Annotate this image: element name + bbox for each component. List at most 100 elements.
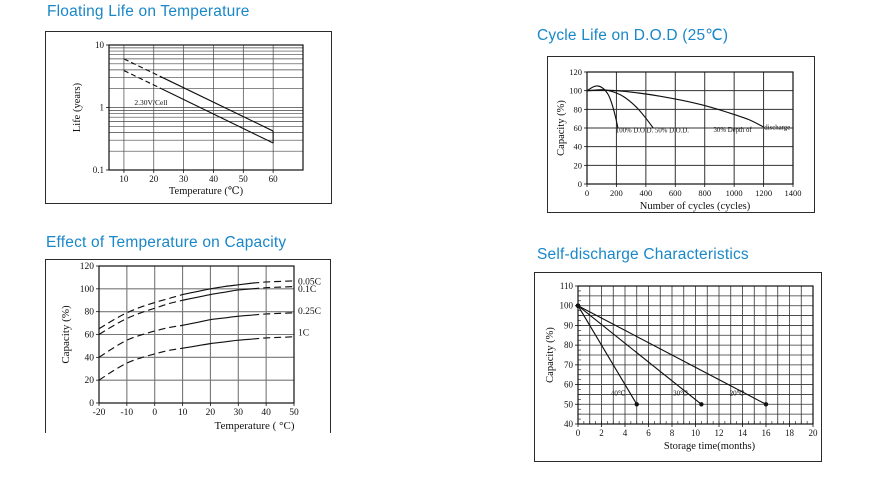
x-axis-label: Temperature (℃) xyxy=(169,186,244,197)
chart-title-cycle-life: Cycle Life on D.O.D (25℃) xyxy=(537,27,729,44)
y-axis-label: Capacity (%) xyxy=(556,100,567,156)
chart-box-self-discharge: 0 2 4 6 8 10 12 14 16 18 20 40 50 60 70 80 90 100 110 Stora… xyxy=(534,272,822,462)
x-tick-label: 400 xyxy=(639,188,652,198)
y-tick-label: 1 xyxy=(100,103,105,113)
y-tick-label: 10 xyxy=(95,40,105,50)
annotation: discharge xyxy=(764,124,790,131)
y-tick-label: 70 xyxy=(564,360,574,370)
series-line xyxy=(252,280,295,284)
series-line xyxy=(159,75,274,132)
series-line xyxy=(182,288,253,301)
series-line xyxy=(586,85,619,129)
y-tick-label: 40 xyxy=(85,353,95,363)
y-tick-label: 20 xyxy=(85,376,95,386)
annotation: 2.30V/Cell xyxy=(134,98,167,107)
y-tick-label: 90 xyxy=(564,320,574,330)
y-tick-label: 110 xyxy=(560,281,574,291)
curve-label: 0.25C xyxy=(298,307,321,317)
series-line xyxy=(98,299,183,335)
y-tick-label: 80 xyxy=(564,340,574,350)
x-tick-label: 0 xyxy=(576,428,581,438)
series-line xyxy=(98,324,183,358)
y-tick-label: 40 xyxy=(564,419,574,429)
y-tick-label: 120 xyxy=(569,67,582,77)
cycle-life-plot: 0 200 400 600 800 1000 1200 1400 0 20 40 60 80 100 120… xyxy=(556,67,802,212)
chart-title-temperature-capacity: Effect of Temperature on Capacity xyxy=(46,234,287,251)
series-line xyxy=(586,89,764,128)
x-tick-label: 0 xyxy=(585,188,589,198)
series-marker xyxy=(763,402,769,407)
y-axis-label: Capacity (%) xyxy=(545,327,556,383)
x-tick-label: 200 xyxy=(610,188,623,198)
x-tick-label: 16 xyxy=(762,428,772,438)
x-tick-label: 600 xyxy=(669,188,682,198)
x-tick-label: 10 xyxy=(119,174,129,184)
y-tick-label: 50 xyxy=(564,399,574,409)
annotation: 50% D.O.D. xyxy=(655,128,689,135)
annotation: 40℃ xyxy=(611,389,626,397)
series-line xyxy=(123,58,160,77)
x-tick-label: 1000 xyxy=(726,188,743,198)
annotation: 20℃ xyxy=(730,389,745,397)
x-tick-label: 60 xyxy=(269,174,279,184)
x-tick-label: 14 xyxy=(738,428,748,438)
x-tick-label: 12 xyxy=(715,428,724,438)
x-tick-label: 20 xyxy=(206,408,216,418)
series-line xyxy=(577,305,767,405)
x-tick-label: 20 xyxy=(809,428,819,438)
series-line xyxy=(98,347,183,381)
x-tick-label: 30 xyxy=(234,408,244,418)
series-line xyxy=(182,338,253,349)
x-tick-label: 6 xyxy=(646,428,651,438)
series-marker xyxy=(699,402,704,407)
y-axis-label: Life (years) xyxy=(72,82,83,132)
chart-title-self-discharge: Self-discharge Characteristics xyxy=(537,246,749,263)
floating-life-plot: 10 20 30 40 50 60 0.1 1 10 Temperature (℃) Life (y… xyxy=(72,40,304,197)
x-tick-label: 30 xyxy=(179,174,189,184)
chart-title-floating-life: Floating Life on Temperature xyxy=(47,3,250,20)
annotation: 30℃ xyxy=(673,389,688,397)
chart-box-cycle-life: 0 200 400 600 800 1000 1200 1400 0 20 40 60 80 100 120… xyxy=(547,56,815,213)
series-line xyxy=(577,305,638,405)
series-line xyxy=(123,70,160,89)
x-tick-label: 800 xyxy=(698,188,711,198)
y-tick-label: 100 xyxy=(80,285,95,295)
x-tick-label: -10 xyxy=(121,408,134,418)
y-tick-label: 80 xyxy=(574,104,583,114)
x-tick-label: 4 xyxy=(623,428,628,438)
y-tick-label: 80 xyxy=(85,308,95,318)
series-line xyxy=(252,336,295,340)
y-tick-label: 0.1 xyxy=(93,165,104,175)
series-line xyxy=(577,305,702,405)
self-discharge-plot: 0 2 4 6 8 10 12 14 16 18 20 40 50 60 70 80 90 100 110 Stora… xyxy=(545,281,819,452)
y-tick-label: 60 xyxy=(574,123,583,133)
temperature-capacity-plot: -20 -10 0 10 20 30 40 50 0 20 40 60 80 100 120 Temperat… xyxy=(60,262,321,432)
x-axis-label: Storage time(months) xyxy=(664,441,756,452)
series-line xyxy=(182,314,253,326)
x-tick-label: 18 xyxy=(785,428,795,438)
x-tick-label: 10 xyxy=(178,408,188,418)
curve-label: 1C xyxy=(298,329,309,339)
annotation: 100% D.O.D. xyxy=(616,128,654,135)
y-tick-label: 20 xyxy=(574,160,583,170)
series-marker xyxy=(634,402,639,407)
x-axis-label: Temperature ( °C) xyxy=(215,420,295,432)
x-tick-label: -20 xyxy=(93,408,106,418)
series-line xyxy=(182,282,253,296)
y-tick-label: 100 xyxy=(560,301,574,311)
x-tick-label: 40 xyxy=(209,174,219,184)
y-tick-label: 100 xyxy=(569,86,582,96)
x-tick-label: 1200 xyxy=(755,188,772,198)
x-tick-label: 10 xyxy=(691,428,701,438)
series-line xyxy=(159,87,274,144)
y-tick-label: 120 xyxy=(80,262,95,272)
chart-box-temperature-capacity: -20 -10 0 10 20 30 40 50 0 20 40 60 80 100 120 Temperat… xyxy=(45,259,331,433)
curve-label: 0.05C xyxy=(298,277,321,287)
y-tick-label: 0 xyxy=(89,399,94,409)
x-axis-label: Number of cycles (cycles) xyxy=(640,201,751,212)
x-tick-label: 2 xyxy=(599,428,604,438)
annotation: 30% Depth of xyxy=(714,127,753,134)
x-tick-label: 20 xyxy=(149,174,159,184)
y-tick-label: 60 xyxy=(85,331,95,341)
